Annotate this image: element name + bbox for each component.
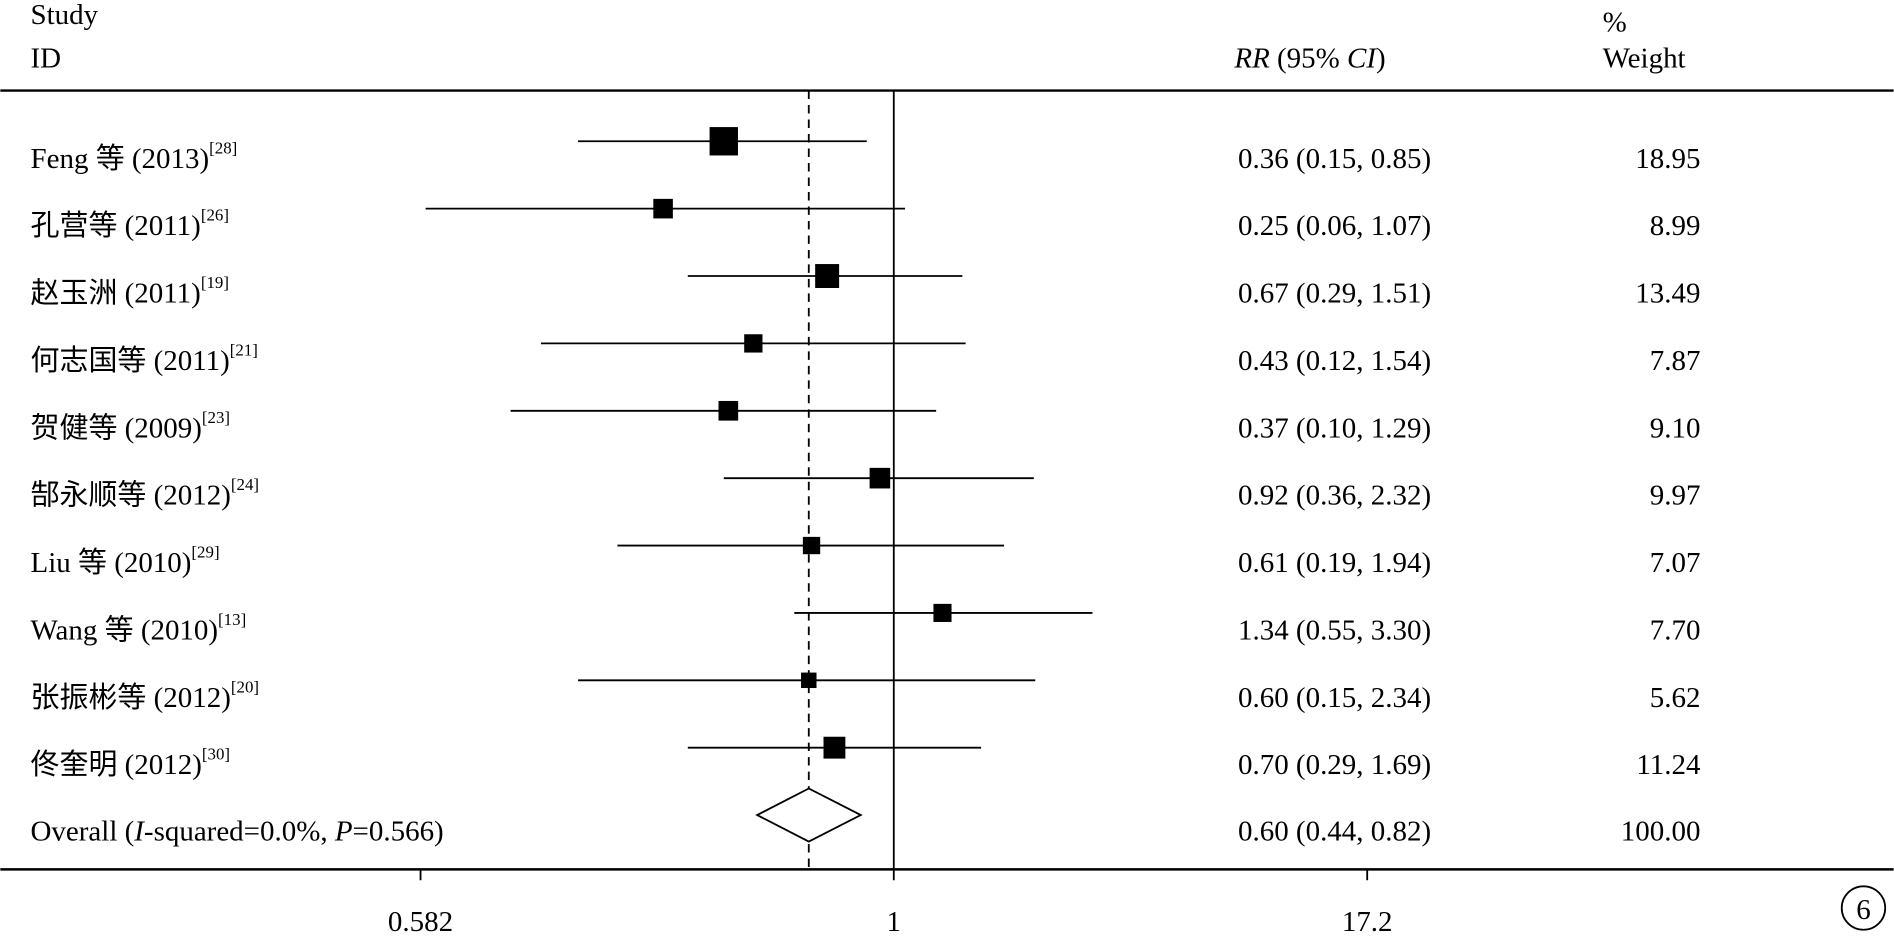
effect-box (709, 127, 738, 156)
header-rr-part: RR (1233, 43, 1270, 75)
page-number: 6 (1856, 894, 1870, 926)
effect-box (801, 672, 817, 689)
weight-label: 9.10 (1650, 412, 1701, 444)
study-name: 贺健等 (2009) (31, 412, 202, 444)
header-rr-part: (95% (1270, 43, 1347, 75)
header-id: ID (31, 43, 62, 75)
x-tick-label: 0.582 (388, 906, 453, 937)
weight-label: 7.87 (1650, 345, 1701, 377)
x-tick-label: 17.2 (1342, 906, 1393, 937)
weight-label: 8.99 (1650, 210, 1701, 242)
effect-box (718, 400, 739, 421)
study-name: 何志国等 (2011) (31, 345, 230, 377)
effect-box (869, 467, 891, 489)
study-name: 张振彬等 (2012) (31, 682, 231, 714)
ci-label: 0.37 (0.10, 1.29) (1238, 412, 1431, 444)
ci-label: 0.60 (0.15, 2.34) (1238, 682, 1431, 714)
overall-label-part: P (334, 815, 353, 847)
overall-label-part: Overall ( (31, 815, 135, 847)
ci-label: 0.43 (0.12, 1.54) (1238, 345, 1431, 377)
effect-box (653, 198, 673, 219)
overall-label: Overall (I-squared=0.0%, P=0.566) (31, 815, 444, 847)
effect-box (802, 536, 821, 555)
study-ref: [21] (230, 340, 258, 359)
study-ref: [23] (202, 408, 230, 427)
overall-label-part: -squared=0.0%, (144, 815, 335, 847)
weight-label: 18.95 (1635, 143, 1700, 175)
study-label: Liu 等 (2010)[29] (31, 543, 220, 579)
study-label: 郜永顺等 (2012)[24] (31, 475, 260, 511)
study-label: 张振彬等 (2012)[20] (31, 677, 260, 713)
ci-label: 0.25 (0.06, 1.07) (1238, 210, 1431, 242)
study-label: 贺健等 (2009)[23] (31, 408, 231, 444)
overall-label-part: I (133, 815, 145, 847)
header-study: Study (31, 0, 99, 31)
study-name: 郜永顺等 (2012) (31, 480, 231, 512)
header-rr-part: CI (1347, 43, 1377, 75)
ci-label: 1.34 (0.55, 3.30) (1238, 614, 1431, 646)
weight-label: 13.49 (1635, 278, 1700, 310)
ci-label: 0.92 (0.36, 2.32) (1238, 480, 1431, 512)
weight-label: 7.07 (1650, 547, 1701, 579)
study-name: 孔营等 (2011) (31, 210, 201, 242)
study-ref: [26] (201, 206, 229, 225)
study-ref: [13] (218, 610, 246, 629)
header-weight: Weight (1603, 43, 1686, 75)
ci-label: 0.36 (0.15, 0.85) (1238, 143, 1431, 175)
study-label: 孔营等 (2011)[26] (31, 206, 229, 242)
study-name: Feng 等 (2013) (31, 143, 210, 175)
study-name: Liu 等 (2010) (31, 547, 192, 579)
study-ref: [20] (231, 677, 259, 696)
overall-diamond (755, 787, 863, 843)
header-percent: % (1603, 6, 1627, 38)
study-ref: [29] (191, 543, 219, 562)
study-label: Feng 等 (2013)[28] (31, 138, 238, 174)
weight-label: 5.62 (1650, 682, 1701, 714)
x-tick-label: 1 (887, 906, 901, 937)
page-number-circle (1840, 885, 1887, 931)
header-rr-part: ) (1376, 43, 1386, 75)
study-label: 佟奎明 (2012)[30] (31, 745, 231, 781)
weight-label: 11.24 (1636, 749, 1701, 781)
weight-label: 9.97 (1650, 480, 1701, 512)
study-label: 何志国等 (2011)[21] (31, 340, 258, 376)
effect-box (744, 334, 763, 353)
effect-box (933, 603, 952, 622)
study-name: 赵玉洲 (2011) (31, 278, 201, 310)
study-ref: [24] (231, 475, 259, 494)
overall-ci-label: 0.60 (0.44, 0.82) (1238, 815, 1431, 847)
header-rr: RR (95% CI) (1233, 43, 1385, 75)
study-ref: [30] (202, 745, 230, 764)
effect-box (815, 264, 840, 289)
study-ref: [19] (201, 273, 229, 292)
study-ref: [28] (209, 138, 237, 157)
ci-label: 0.67 (0.29, 1.51) (1238, 278, 1431, 310)
study-label: Wang 等 (2010)[13] (31, 610, 247, 646)
study-name: 佟奎明 (2012) (31, 749, 202, 781)
ci-label: 0.70 (0.29, 1.69) (1238, 749, 1431, 781)
effect-box (823, 736, 846, 759)
overall-weight-label: 100.00 (1621, 815, 1701, 847)
weight-label: 7.70 (1650, 614, 1701, 646)
study-label: 赵玉洲 (2011)[19] (31, 273, 229, 309)
study-name: Wang 等 (2010) (31, 614, 219, 646)
overall-label-part: =0.566) (353, 815, 444, 847)
ci-label: 0.61 (0.19, 1.94) (1238, 547, 1431, 579)
